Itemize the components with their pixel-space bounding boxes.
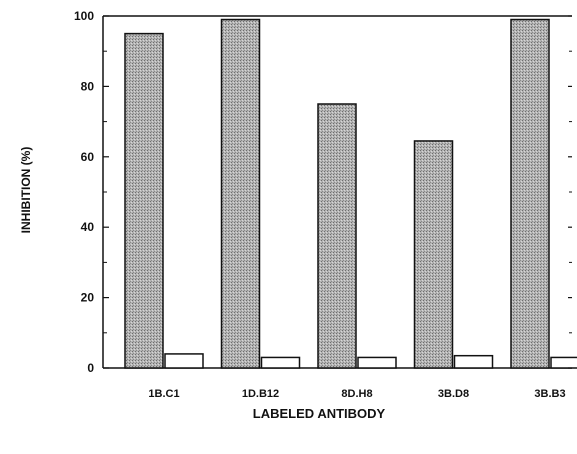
bar-control	[260, 356, 301, 369]
x-tick-label: 8D.H8	[341, 388, 372, 400]
bar-inhibition	[124, 32, 164, 369]
x-tick-label: 1D.B12	[242, 388, 279, 400]
y-axis-label: INHIBITION (%)	[19, 147, 33, 234]
labels: 0 20 40 60 80 100 1B.C1 1D.B12 8D.H8 3B.D8 3B.B3	[74, 9, 566, 400]
y-tick-label: 40	[81, 220, 95, 234]
y-tick-label: 20	[81, 291, 95, 305]
y-tick-label: 100	[74, 9, 94, 23]
bar-control	[550, 356, 577, 369]
bars	[124, 18, 577, 369]
bar-control	[453, 354, 494, 369]
x-tick-label: 1B.C1	[148, 388, 179, 400]
y-tick-label: 60	[81, 150, 95, 164]
bar-control	[164, 353, 204, 369]
bar-inhibition	[510, 18, 550, 369]
bar-inhibition	[317, 103, 357, 369]
x-tick-label: 3B.B3	[534, 388, 565, 400]
y-tick-label: 0	[87, 361, 94, 375]
y-tick-label: 80	[81, 79, 95, 93]
x-tick-label: 3B.D8	[438, 388, 469, 400]
y-ticks	[103, 15, 572, 369]
bar-control	[357, 356, 397, 369]
x-axis-label: LABELED ANTIBODY	[253, 406, 386, 421]
bar-inhibition	[413, 140, 454, 369]
bar-inhibition	[220, 18, 261, 369]
